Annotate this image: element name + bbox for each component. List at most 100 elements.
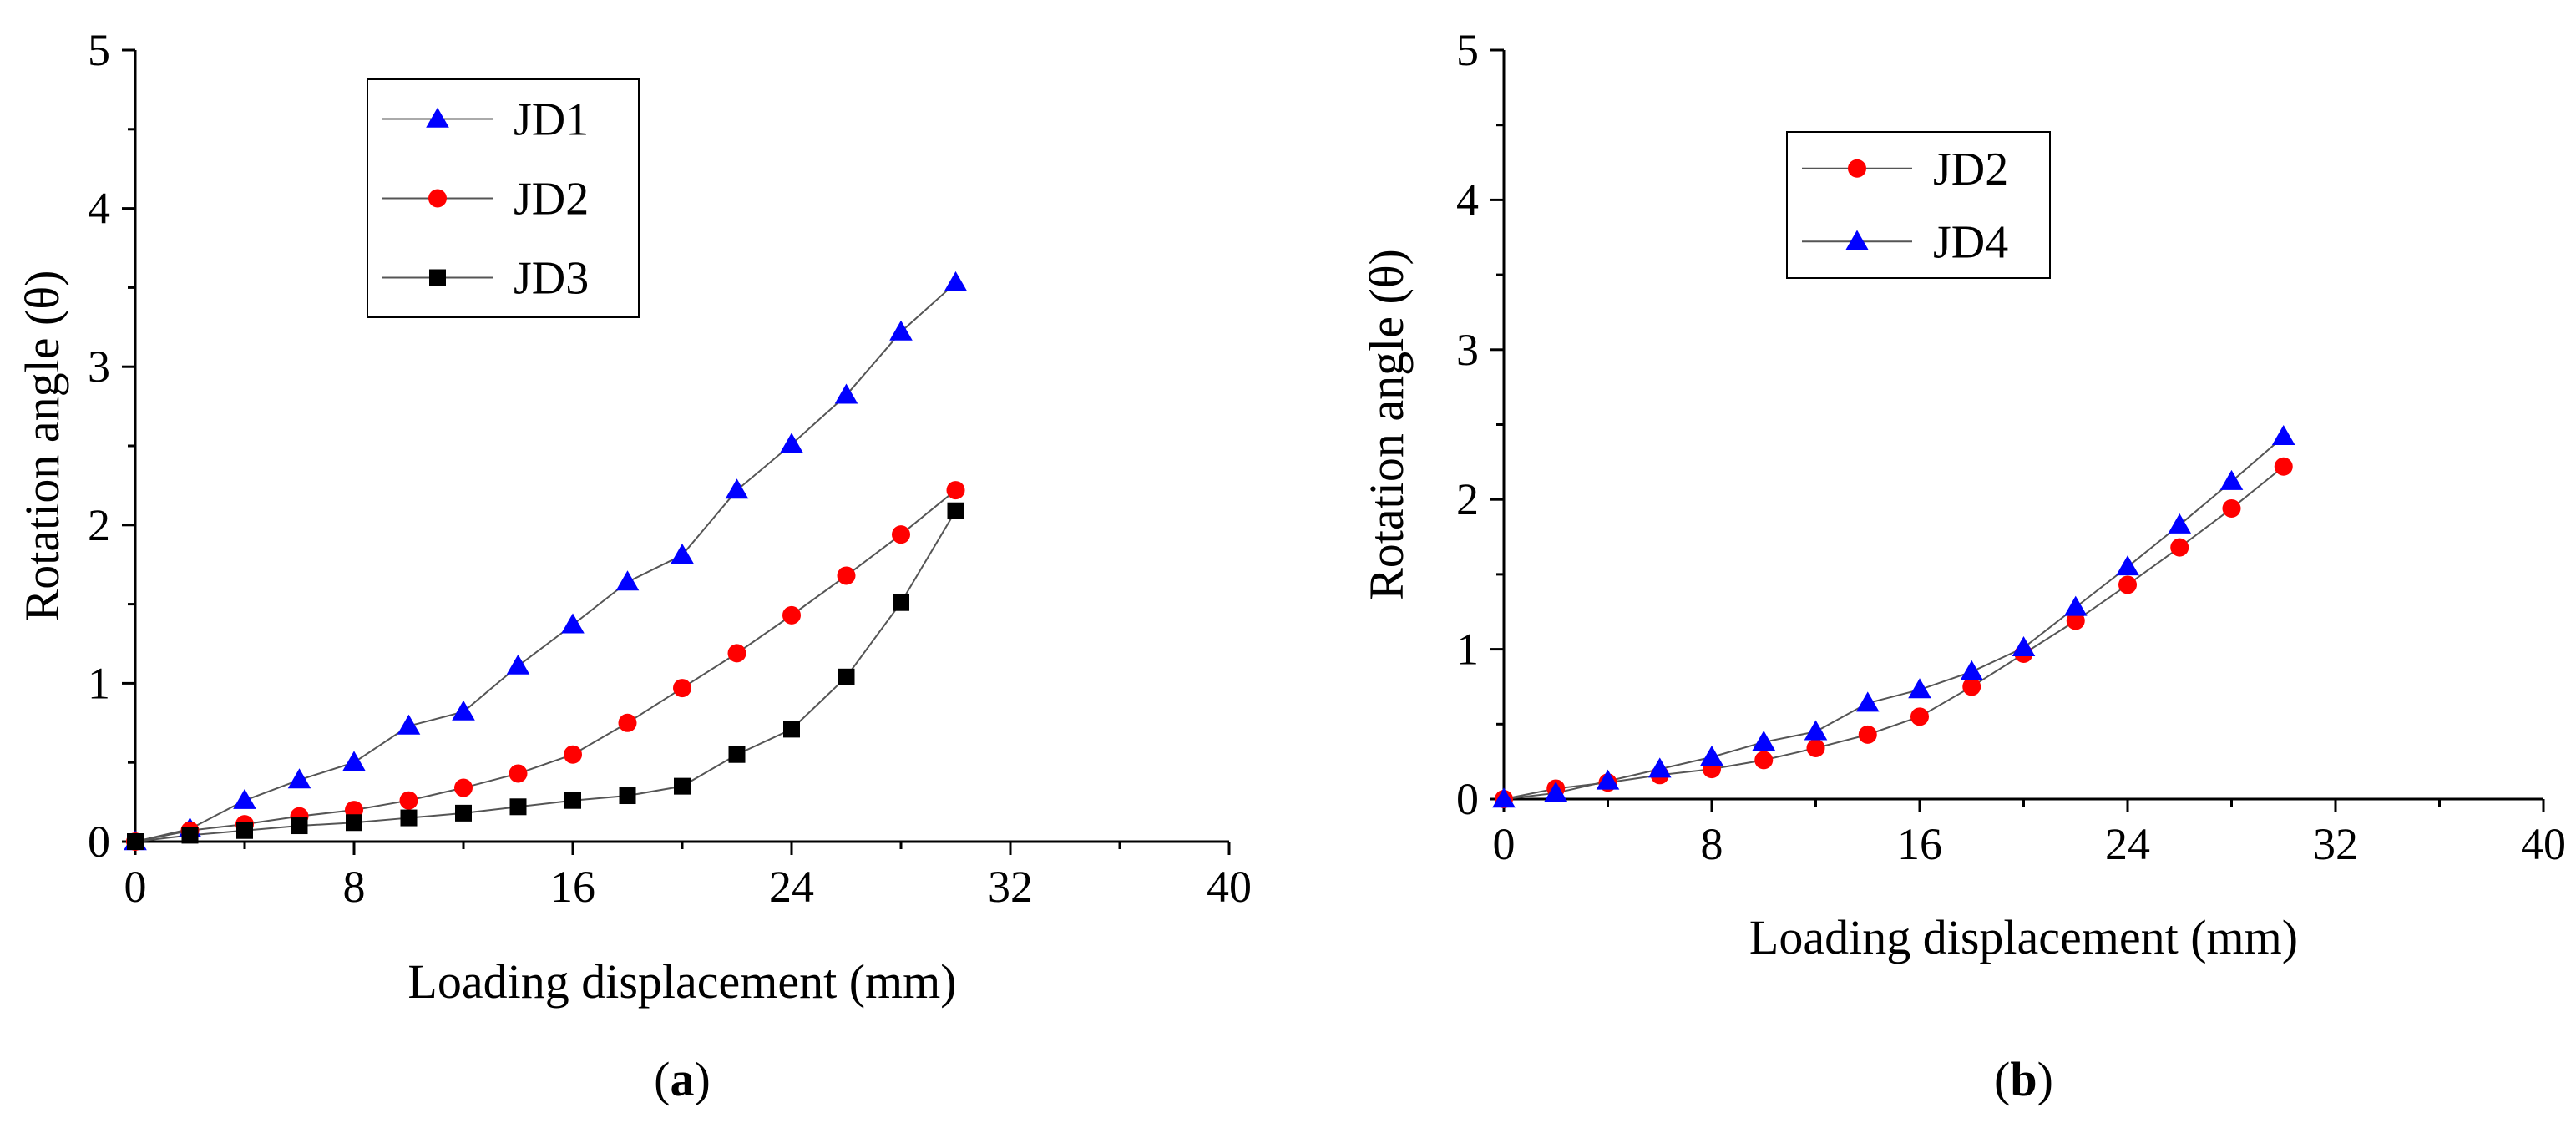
y-tick-label: 1: [1456, 625, 1479, 675]
data-point-jd3: [783, 721, 800, 738]
x-tick-label: 32: [988, 862, 1033, 912]
data-point-jd3: [838, 668, 855, 685]
x-tick-label: 0: [1493, 819, 1516, 869]
legend-marker-jd4: [1845, 230, 1869, 250]
data-point-jd2: [782, 605, 801, 625]
y-tick-label: 5: [1456, 25, 1479, 75]
data-point-jd4: [2219, 469, 2244, 490]
x-tick-label: 40: [1207, 862, 1252, 912]
data-point-jd2: [2066, 611, 2085, 630]
data-point-jd1: [834, 383, 858, 404]
data-point-jd1: [889, 320, 913, 341]
series-line-jd1: [134, 281, 957, 842]
data-point-jd2: [727, 644, 746, 663]
legend-marker-jd3: [429, 269, 446, 286]
x-tick-label: 24: [2105, 819, 2150, 869]
panel-b-chart: 0 8 16 24 32 40 0 1 2 3 4 5 Loading displacement (mm…: [1359, 25, 2566, 1106]
data-point-jd2: [1858, 725, 1877, 744]
data-point-jd3: [619, 787, 636, 805]
data-point-jd2: [1962, 677, 1981, 696]
data-point-jd3: [236, 822, 253, 839]
series-line-jd3: [134, 510, 957, 842]
x-tick-label: 24: [769, 862, 814, 912]
data-point-jd4: [1855, 691, 1880, 712]
data-point-jd4: [1647, 757, 1672, 778]
data-point-jd2: [509, 764, 528, 783]
data-point-jd2: [837, 566, 856, 585]
data-point-jd1: [233, 788, 256, 809]
legend-label: JD2: [1933, 144, 2008, 195]
data-point-jd4: [1596, 769, 1620, 790]
data-point-jd2: [946, 481, 965, 500]
data-point-jd4: [2012, 636, 2036, 657]
y-tick-label: 2: [88, 500, 110, 550]
data-point-jd3: [564, 792, 581, 809]
data-point-jd1: [725, 478, 749, 499]
data-point-jd3: [674, 777, 691, 795]
data-point-jd4: [2116, 555, 2139, 576]
y-tick-label: 3: [88, 341, 110, 392]
legend-marker-jd2: [428, 189, 447, 208]
data-point-jd4: [1752, 731, 1776, 751]
data-point-jd4: [1804, 720, 1828, 741]
data-point-jd3: [127, 833, 144, 850]
data-point-jd4: [1700, 745, 1723, 766]
x-tick-label: 40: [2521, 819, 2566, 869]
y-tick-label: 3: [1456, 325, 1479, 375]
data-point-jd4: [1908, 678, 1931, 699]
data-point-jd2: [2118, 575, 2137, 594]
data-point-jd2: [454, 778, 473, 797]
caption-close-paren: ): [2037, 1052, 2053, 1106]
legend-marker-jd2: [1848, 159, 1866, 178]
y-tick-label: 5: [88, 25, 110, 75]
data-point-jd1: [397, 714, 421, 735]
data-point-jd2: [399, 791, 418, 810]
data-point-jd2: [1910, 707, 1929, 726]
data-point-jd3: [400, 809, 418, 827]
data-point-jd2: [892, 525, 910, 544]
caption-close-paren: ): [695, 1052, 711, 1106]
caption-letter: b: [2010, 1052, 2037, 1106]
legend-marker-jd1: [426, 107, 449, 128]
data-point-jd3: [346, 814, 362, 832]
x-tick-label: 8: [1701, 819, 1723, 869]
data-point-jd2: [2274, 457, 2293, 476]
x-tick-label: 16: [1897, 819, 1942, 869]
y-axis-title: Rotation angle (θ): [15, 271, 69, 622]
y-tick-label: 0: [88, 817, 110, 867]
data-point-jd2: [2170, 538, 2189, 557]
caption-open-paren: (: [654, 1052, 670, 1106]
x-tick-label: 0: [124, 862, 147, 912]
data-point-jd3: [947, 502, 964, 519]
series-line-jd2: [134, 489, 957, 842]
data-point-jd4: [1544, 782, 1568, 802]
data-point-jd4: [1960, 660, 1984, 680]
data-point-jd2: [618, 713, 637, 732]
legend-label: JD3: [514, 253, 589, 305]
legend-label: JD2: [514, 174, 589, 225]
legend-box: [1786, 131, 2051, 279]
data-point-jd1: [944, 271, 968, 291]
y-axis-title: Rotation angle (θ): [1359, 249, 1414, 600]
data-point-jd1: [615, 570, 640, 591]
data-point-jd1: [561, 613, 585, 634]
data-point-jd3: [728, 746, 746, 763]
panel-caption: (a): [654, 1052, 711, 1106]
data-point-jd1: [671, 544, 694, 564]
legend-label: JD4: [1933, 216, 2008, 268]
data-point-jd2: [673, 679, 691, 698]
data-point-jd3: [509, 798, 527, 816]
data-point-jd1: [452, 700, 475, 721]
x-tick-label: 32: [2313, 819, 2358, 869]
y-tick-label: 2: [1456, 474, 1479, 524]
data-point-jd4: [2271, 425, 2295, 446]
y-tick-label: 0: [1456, 774, 1479, 824]
x-axis-title: Loading displacement (mm): [407, 954, 956, 1009]
series-line-jd4: [1503, 436, 2285, 800]
data-point-jd1: [780, 433, 803, 453]
data-point-jd1: [506, 654, 530, 675]
y-tick-label: 4: [1456, 175, 1479, 225]
caption-open-paren: (: [1994, 1052, 2010, 1106]
data-point-jd3: [181, 827, 199, 844]
data-point-jd2: [2222, 498, 2241, 518]
